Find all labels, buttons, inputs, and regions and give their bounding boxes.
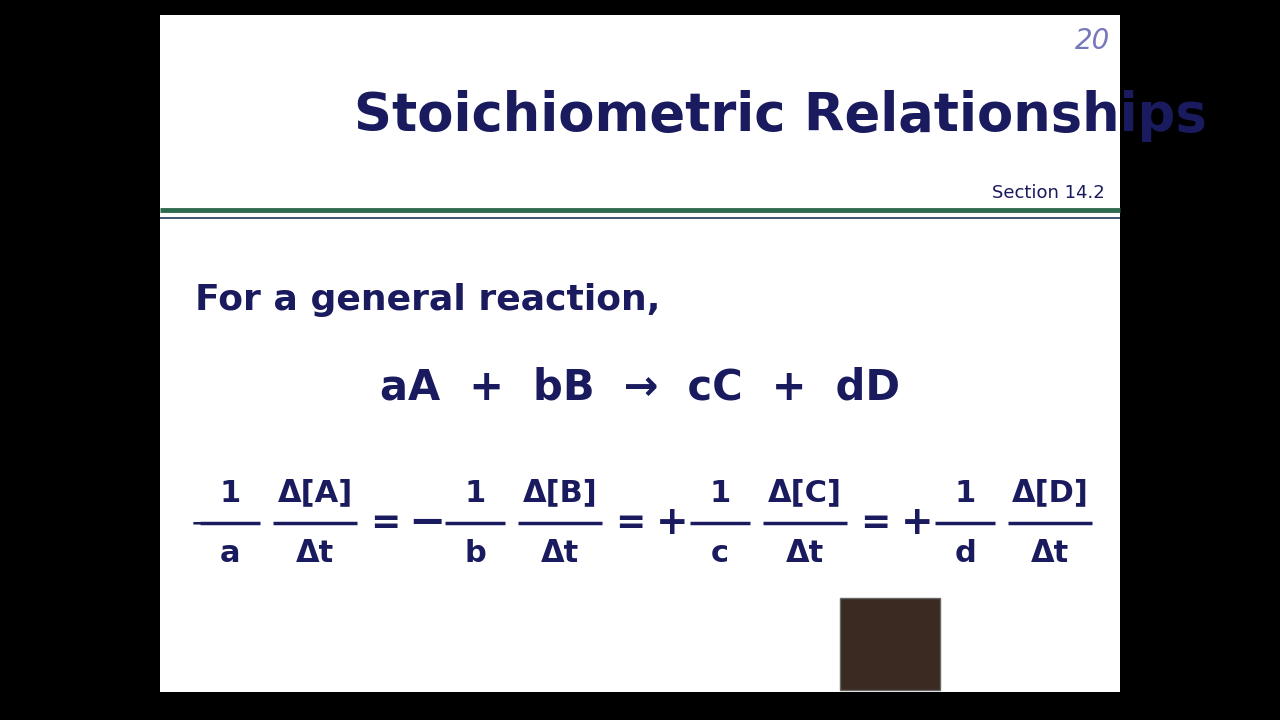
Text: Δt: Δt bbox=[541, 539, 579, 567]
Text: For a general reaction,: For a general reaction, bbox=[195, 283, 660, 317]
Text: a: a bbox=[220, 539, 241, 567]
Text: Stoichiometric Relationships: Stoichiometric Relationships bbox=[353, 91, 1206, 143]
Bar bbox=[160, 15, 1120, 210]
Text: 1: 1 bbox=[709, 479, 731, 508]
Text: −: − bbox=[191, 513, 210, 533]
Text: +: + bbox=[901, 504, 933, 542]
Text: −: − bbox=[408, 502, 445, 544]
Text: 1: 1 bbox=[955, 479, 975, 508]
Text: b: b bbox=[465, 539, 486, 567]
Bar bbox=[160, 15, 1120, 692]
Text: Δ[C]: Δ[C] bbox=[768, 479, 842, 508]
Text: 1: 1 bbox=[219, 479, 241, 508]
Text: Δt: Δt bbox=[786, 539, 824, 567]
Text: Δ[B]: Δ[B] bbox=[522, 479, 598, 508]
Text: +: + bbox=[655, 504, 689, 542]
Text: c: c bbox=[710, 539, 730, 567]
Text: Δ[A]: Δ[A] bbox=[278, 479, 352, 508]
Text: 20: 20 bbox=[1075, 27, 1110, 55]
Text: Section 14.2: Section 14.2 bbox=[992, 184, 1105, 202]
Text: Δ[D]: Δ[D] bbox=[1011, 479, 1088, 508]
Text: =: = bbox=[370, 506, 401, 540]
Text: Δt: Δt bbox=[296, 539, 334, 567]
Text: =: = bbox=[614, 506, 645, 540]
Text: d: d bbox=[954, 539, 975, 567]
Bar bbox=[840, 598, 940, 690]
Text: aA  +  bB  →  cC  +  dD: aA + bB → cC + dD bbox=[380, 367, 900, 409]
Text: Δt: Δt bbox=[1030, 539, 1069, 567]
Text: 1: 1 bbox=[465, 479, 485, 508]
Text: =: = bbox=[860, 506, 890, 540]
